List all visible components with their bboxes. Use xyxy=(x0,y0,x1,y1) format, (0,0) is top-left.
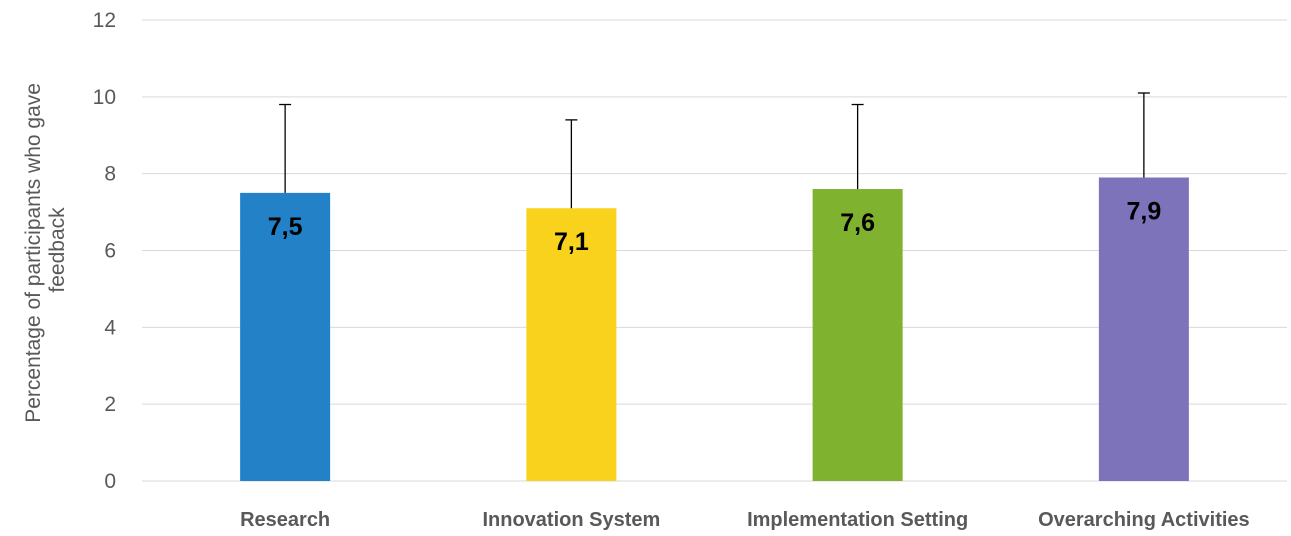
data-label: 7,9 xyxy=(1126,198,1161,226)
y-axis-label-line-2: feedback xyxy=(46,207,69,293)
y-axis-ticks: 0 2 4 6 8 10 12 xyxy=(93,9,117,493)
y-tick-label: 0 xyxy=(104,470,116,493)
bars xyxy=(240,177,1189,482)
data-label: 7,5 xyxy=(268,213,303,241)
x-category-label: Research xyxy=(240,509,330,531)
data-label: 7,6 xyxy=(840,209,875,237)
gridlines xyxy=(142,19,1287,482)
bar xyxy=(240,192,331,481)
data-label: 7,1 xyxy=(554,228,589,256)
y-tick-label: 6 xyxy=(104,240,116,263)
x-category-label: Implementation Setting xyxy=(747,509,968,531)
bar xyxy=(812,189,903,482)
bar xyxy=(526,208,617,481)
y-axis-label: Percentage of participants who gave feed… xyxy=(22,77,69,423)
y-axis-label-line-1: Percentage of participants who gave xyxy=(22,83,45,423)
bar xyxy=(1098,177,1189,481)
x-axis-categories: Research Innovation System Implementation … xyxy=(240,509,1250,531)
x-category-label: Overarching Activities xyxy=(1038,509,1250,531)
y-tick-label: 12 xyxy=(93,9,116,32)
error-bars xyxy=(279,92,1150,209)
y-tick-label: 10 xyxy=(93,86,116,109)
y-tick-label: 8 xyxy=(104,163,116,186)
data-labels: 7,5 7,1 7,6 7,9 xyxy=(268,198,1162,257)
y-tick-label: 2 xyxy=(104,393,116,416)
x-category-label: Innovation System xyxy=(482,509,660,531)
y-tick-label: 4 xyxy=(104,316,116,339)
